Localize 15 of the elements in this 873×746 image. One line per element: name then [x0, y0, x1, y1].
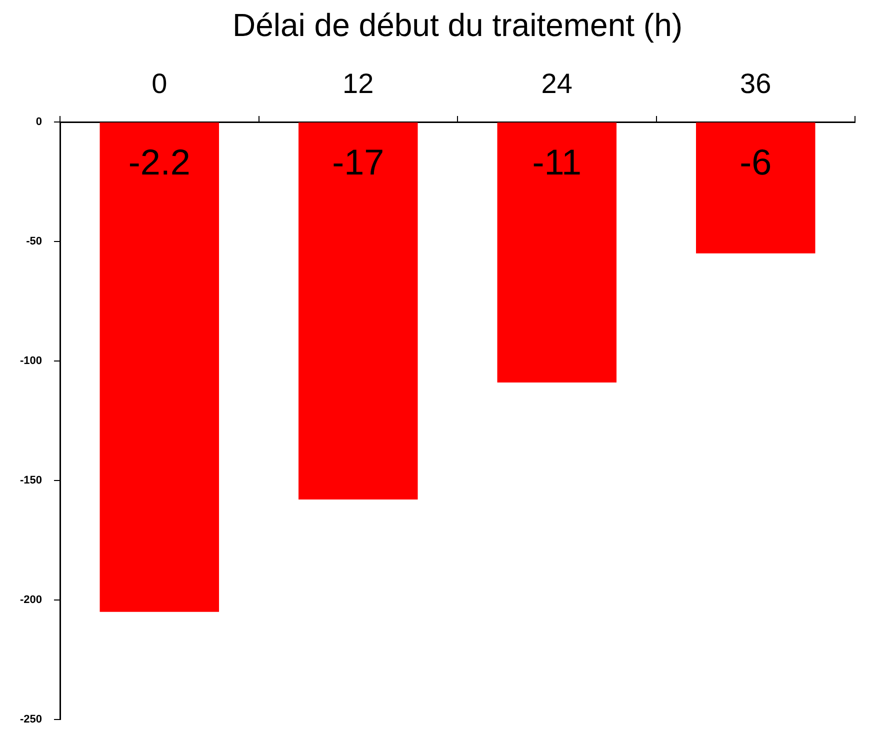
- x-axis-title: Délai de début du traitement (h): [232, 7, 683, 44]
- y-tick-label: -100: [20, 354, 42, 367]
- x-tick-label: 12: [342, 68, 374, 99]
- x-tick-label: 0: [152, 68, 168, 99]
- annotation: -17: [332, 141, 384, 182]
- x-tick-label: 36: [740, 68, 772, 99]
- annotation: -6: [740, 141, 772, 182]
- annotation: -11: [532, 141, 582, 182]
- x-tick-label: 24: [541, 68, 572, 99]
- y-tick-label: -250: [20, 713, 42, 726]
- y-tick-label: 0: [36, 116, 42, 128]
- y-tick-label: -50: [26, 236, 42, 248]
- y-tick-label: -150: [20, 474, 42, 486]
- annotation: -2.2: [128, 141, 190, 182]
- y-tick-label: -200: [20, 594, 42, 606]
